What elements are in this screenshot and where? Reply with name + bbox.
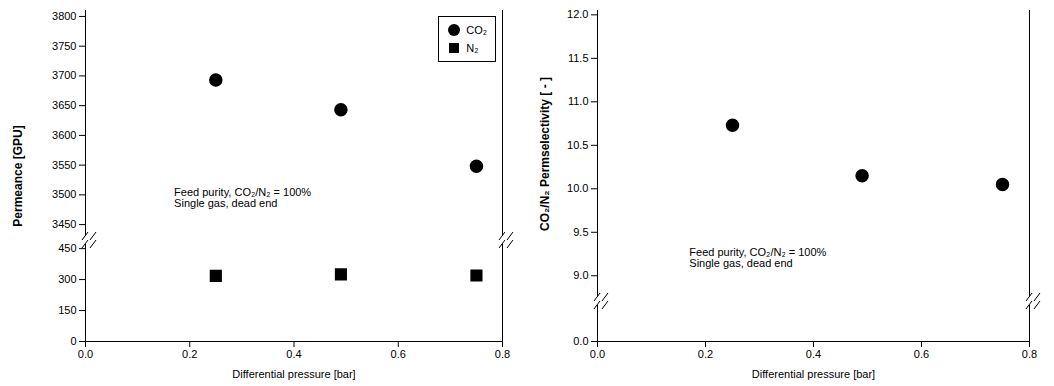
svg-text:Differential pressure [bar]: Differential pressure [bar] [232,368,355,380]
svg-text:0.6: 0.6 [391,348,406,360]
svg-text:0.2: 0.2 [182,348,197,360]
svg-text:9.5: 9.5 [573,226,588,238]
svg-text:3450: 3450 [52,218,76,230]
html-text:CO₂: CO₂ [466,24,487,36]
html-text:CO₂/N₂ Permselectivity [ - ]: CO₂/N₂ Permselectivity [ - ] [538,76,552,231]
svg-text:0.0: 0.0 [78,348,93,360]
svg-text:3800: 3800 [52,10,76,22]
svg-text:0.8: 0.8 [1022,348,1037,360]
svg-text:3600: 3600 [52,129,76,141]
svg-text:10.0: 10.0 [567,182,588,194]
svg-text:0.0: 0.0 [573,335,588,347]
svg-text:0.4: 0.4 [806,348,821,360]
svg-text:11.5: 11.5 [568,52,589,64]
svg-text:150: 150 [58,304,76,316]
svg-text:0.0: 0.0 [590,348,605,360]
svg-text:12.0: 12.0 [567,8,588,20]
html-text:Permeance [GPU]: Permeance [GPU] [11,124,25,227]
svg-text:9.0: 9.0 [573,269,588,281]
svg-text:0.6: 0.6 [914,348,929,360]
svg-text:450: 450 [58,242,76,254]
svg-text:300: 300 [58,273,76,285]
svg-text:3500: 3500 [52,188,76,200]
svg-text:0.2: 0.2 [698,348,713,360]
svg-text:Feed purity, CO₂/N₂ = 100%Sing: Feed purity, CO₂/N₂ = 100%Single gas, de… [174,186,311,209]
svg-text:0.4: 0.4 [286,348,301,360]
svg-text:0.8: 0.8 [495,348,510,360]
svg-text:0: 0 [70,335,76,347]
svg-text:11.0: 11.0 [568,95,589,107]
svg-text:3550: 3550 [52,159,76,171]
svg-text:3700: 3700 [52,69,76,81]
svg-text:Differential pressure [bar]: Differential pressure [bar] [752,368,875,380]
html-text:N₂: N₂ [466,42,479,54]
svg-text:10.5: 10.5 [567,139,588,151]
svg-text:Feed purity, CO₂/N₂ = 100%Sing: Feed purity, CO₂/N₂ = 100%Single gas, de… [689,246,826,269]
svg-text:3750: 3750 [52,40,76,52]
svg-text:3650: 3650 [52,99,76,111]
